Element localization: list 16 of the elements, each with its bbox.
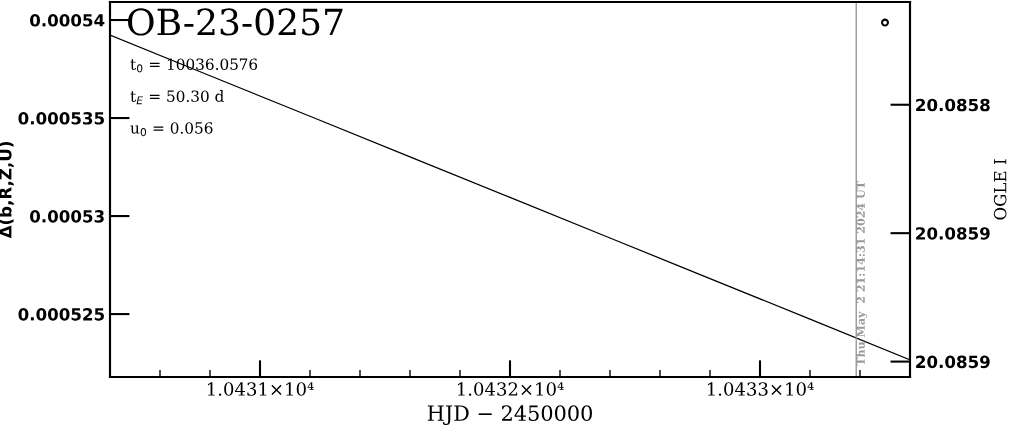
chart-title: OB-23-0257: [128, 8, 343, 36]
y2-tick-label: 20.0859: [916, 355, 990, 369]
annotation: Thu May 2 21:14:31 2024 UT: [856, 181, 868, 366]
y-tick-label: 0.000535: [18, 112, 104, 125]
annotation: t$_{E}$ = 50.30 d: [130, 90, 224, 105]
x-tick-label: 1.0432×10⁴: [457, 382, 564, 396]
y-tick-label: 0.000525: [18, 308, 104, 321]
x-tick-label: 1.0433×10⁴: [707, 382, 814, 396]
y-tick-label: 0.00054: [30, 14, 105, 27]
y2-axis-title: OGLE I: [993, 159, 1007, 220]
annotation: u$_{0}$ = 0.056: [130, 122, 213, 137]
y2-tick-label: 20.0858: [916, 98, 990, 112]
y2-tick-label: 20.0859: [916, 227, 990, 240]
y-tick-label: 0.00053: [30, 210, 104, 223]
x-axis-title: HJD − 2450000: [427, 405, 592, 426]
x-tick-label: 1.0431×10⁴: [207, 382, 314, 396]
